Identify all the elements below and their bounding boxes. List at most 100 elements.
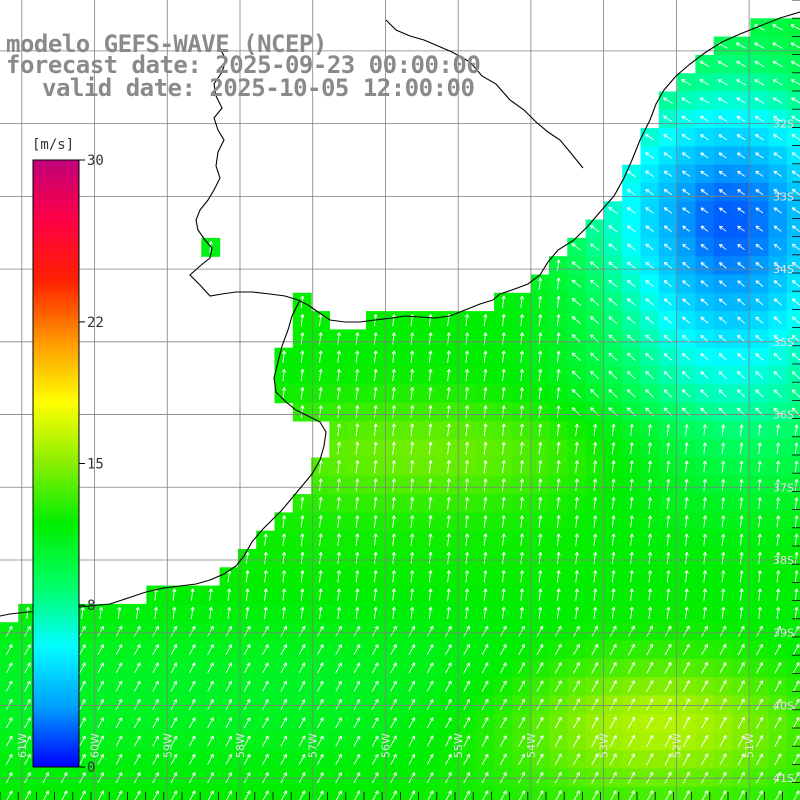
wind-arrow-head <box>773 225 777 230</box>
wind-arrow <box>573 625 580 637</box>
wind-arrow-head <box>613 478 616 483</box>
wind-arrow-head <box>538 460 541 464</box>
wind-arrow-head <box>682 171 685 175</box>
wind-arrow <box>426 772 434 784</box>
wind-arrow <box>298 644 306 656</box>
wind-arrow-head <box>792 243 796 246</box>
wind-arrow-head <box>704 662 708 665</box>
wind-arrow <box>319 350 322 363</box>
lon-label: 56W <box>380 733 393 758</box>
wind-arrow <box>755 353 764 361</box>
wind-arrow <box>317 735 324 747</box>
wind-arrow-head <box>302 606 305 611</box>
wind-arrow <box>664 680 672 693</box>
wind-arrow <box>81 607 84 620</box>
wind-arrow <box>794 460 798 473</box>
wind-arrow <box>207 717 214 729</box>
wind-arrow <box>791 79 800 86</box>
wind-arrow-head <box>320 496 323 501</box>
wind-arrow-head <box>100 717 104 720</box>
wind-arrow <box>298 735 306 747</box>
wind-arrow <box>447 369 450 382</box>
wind-arrow <box>463 717 470 729</box>
wind-arrow <box>755 389 764 398</box>
wind-arrow-head <box>466 606 470 611</box>
wind-arrow <box>280 662 287 674</box>
wind-arrow-head <box>558 259 561 264</box>
wind-arrow-head <box>521 753 525 757</box>
wind-arrow <box>645 316 654 324</box>
wind-arrow <box>590 316 600 325</box>
wind-arrow-head <box>521 497 525 501</box>
wind-arrow <box>445 772 452 784</box>
wind-arrow <box>117 607 121 620</box>
wind-arrow-head <box>663 97 666 102</box>
wind-arrow <box>538 350 542 363</box>
wind-arrow <box>483 607 487 620</box>
wind-arrow <box>627 243 636 251</box>
wind-arrow-head <box>246 699 251 702</box>
wind-arrow-head <box>430 515 433 519</box>
wind-arrow-head <box>777 625 781 629</box>
wind-arrow-head <box>722 643 727 647</box>
wind-arrow <box>243 735 251 747</box>
wind-arrow-head <box>593 570 596 574</box>
wind-arrow <box>317 717 324 729</box>
wind-arrow <box>736 115 746 122</box>
wind-arrow-head <box>466 515 470 519</box>
wind-arrow <box>172 588 176 601</box>
wind-arrow <box>737 644 745 656</box>
wind-arrow <box>538 405 542 418</box>
wind-arrow <box>319 478 322 492</box>
wind-arrow <box>719 189 727 196</box>
wind-arrow <box>243 753 251 765</box>
wind-arrow <box>262 735 269 747</box>
wind-arrow-head <box>777 442 781 447</box>
wind-arrow <box>773 262 782 269</box>
wind-arrow-head <box>412 606 415 611</box>
wind-arrow <box>518 680 525 692</box>
wind-arrow <box>590 243 600 251</box>
wind-arrow-head <box>702 551 706 556</box>
wind-arrow-head <box>608 371 611 375</box>
wind-arrow-head <box>682 207 687 209</box>
wind-arrow <box>264 552 267 565</box>
wind-arrow-head <box>301 735 306 739</box>
wind-arrow-head <box>612 771 617 775</box>
wind-arrow-head <box>791 316 794 321</box>
wind-arrow <box>666 479 670 491</box>
wind-arrow-head <box>773 389 776 394</box>
wind-arrow <box>520 478 523 492</box>
wind-arrow <box>134 772 141 784</box>
wind-arrow-head <box>667 643 672 647</box>
wind-arrow-head <box>338 644 342 647</box>
wind-arrow <box>282 350 285 363</box>
wind-arrow <box>371 699 379 710</box>
wind-arrow-head <box>464 387 468 391</box>
wind-arrow <box>792 735 800 747</box>
wind-arrow-head <box>595 570 598 574</box>
wind-arrow <box>792 243 800 251</box>
wind-arrow-head <box>668 588 671 593</box>
wind-arrow-head <box>626 316 630 321</box>
wind-arrow-head <box>300 350 304 354</box>
wind-arrow-head <box>446 515 450 519</box>
wind-arrow-head <box>485 570 488 574</box>
wind-arrow-head <box>795 698 800 702</box>
wind-arrow-head <box>281 533 285 537</box>
wind-arrow-head <box>265 588 268 593</box>
wind-arrow-head <box>700 407 705 410</box>
wind-arrow <box>774 735 782 747</box>
wind-arrow <box>170 699 177 710</box>
wind-arrow <box>556 387 560 400</box>
wind-arrow-head <box>320 478 323 483</box>
wind-arrow-head <box>631 716 635 720</box>
wind-arrow <box>447 460 450 474</box>
wind-arrow-head <box>191 717 196 720</box>
wind-arrow-head <box>464 570 468 574</box>
wind-arrow <box>188 625 196 637</box>
wind-arrow <box>373 478 377 492</box>
wind-arrow <box>243 644 251 656</box>
wind-arrow <box>463 662 470 674</box>
wind-arrow <box>392 533 395 546</box>
